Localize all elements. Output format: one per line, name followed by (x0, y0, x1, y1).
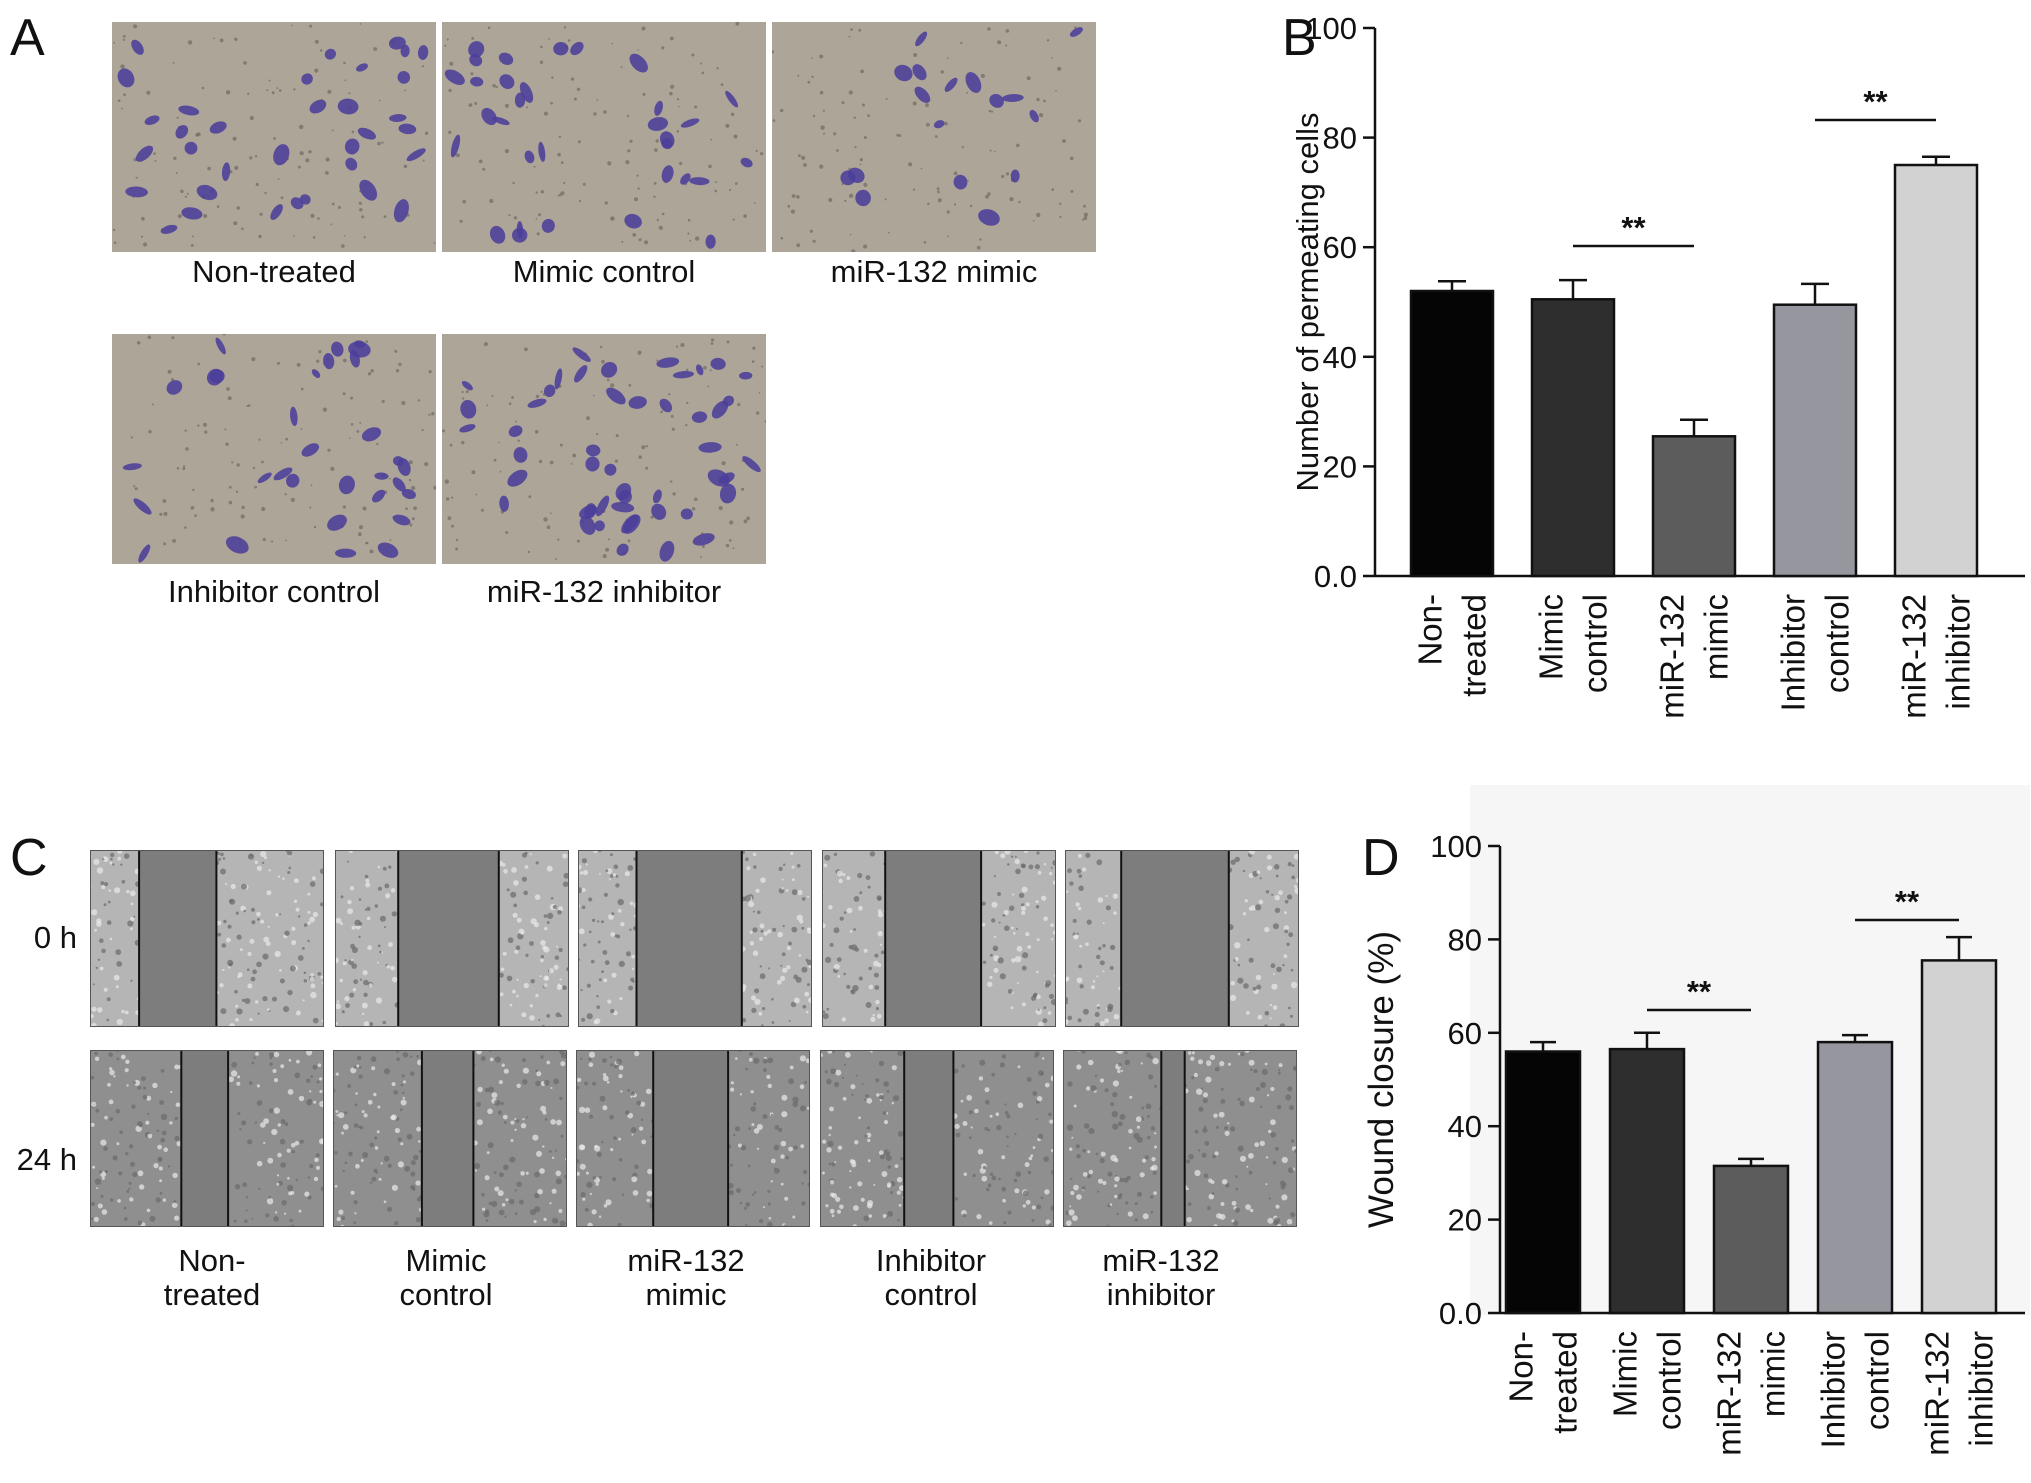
chart-d-category-label-3-1: control (1859, 1331, 1896, 1430)
chart-d-ytick-label: 60 (1448, 1016, 1482, 1051)
wound-image-inhibitor-control-24h (820, 1050, 1054, 1227)
chart-d-ytick-label: 20 (1448, 1203, 1482, 1238)
row-label-0h: 0 h (33, 920, 77, 955)
chart-d-ytick-label: 80 (1448, 922, 1482, 957)
chart-b-bar-0 (1409, 289, 1495, 578)
caption-mimic-control: Mimic control (512, 254, 696, 289)
caption-non-treated: Non-treated (192, 254, 356, 289)
wound-image-mir132-inhibitor-0h (1065, 850, 1299, 1027)
chart-d-category-label-4-0: miR-132 (1919, 1331, 1956, 1456)
chart-d-background (1470, 785, 2030, 1315)
chart-b-sig-label-0: ** (1621, 210, 1646, 245)
chart-b-bar-2 (1651, 435, 1737, 578)
chart-b-ytick-label: 80 (1323, 121, 1357, 156)
chart-d-category-label-2-1: mimic (1755, 1331, 1792, 1417)
panel-d-letter: D (1362, 829, 1400, 887)
chart-b-category-label-2-0: miR-132 (1654, 594, 1691, 719)
chart-d-category-label-0-1: treated (1547, 1331, 1584, 1434)
wound-image-non-treated-0h (90, 850, 324, 1027)
chart-d-ytick-label: 0.0 (1439, 1296, 1482, 1331)
chart-b-category-label-1-1: control (1577, 594, 1614, 693)
wound-image-mir132-mimic-0h (578, 850, 812, 1027)
chart-b-category-label-4-0: miR-132 (1896, 594, 1933, 719)
caption-mir132-inhibitor: miR-132 inhibitor (486, 574, 722, 609)
chart-d-ytick-label: 100 (1430, 829, 1482, 864)
caption-inhibitor-control: Inhibitor control (168, 574, 380, 609)
chart-b-category-label-3-1: control (1819, 594, 1856, 693)
chart-d-category-label-3-0: Inhibitor (1815, 1331, 1852, 1448)
transwell-image-non-treated (112, 22, 436, 252)
chart-b-category-label-1-0: Mimic (1533, 594, 1570, 680)
chart-d-group: 0.0 20 40 60 80 100 Wound closure (%) Non-treat… (1362, 785, 2030, 1456)
panel-b-letter: B (1282, 9, 1317, 67)
chart-d-y-axis-label: Wound closure (%) (1362, 931, 1401, 1228)
row-label-24h: 24 h (16, 1142, 77, 1177)
chart-d-bar-3 (1816, 1040, 1894, 1315)
chart-b-category-label-0-1: treated (1456, 594, 1493, 697)
chart-b-category-label-4-1: inhibitor (1940, 594, 1977, 710)
caption-c-non-treated: Non-treated (163, 1243, 261, 1312)
caption-c-inhibitor-control: Inhibitor control (875, 1243, 987, 1312)
chart-b-bar-4 (1893, 163, 1979, 578)
caption-c-mir132-inhibitor: miR-132 inhibitor (1102, 1243, 1220, 1312)
wound-image-inhibitor-control-0h (822, 850, 1056, 1027)
caption-c-mir132-mimic: miR-132 mimic (627, 1243, 745, 1312)
caption-c-mimic-control: Mimic control (399, 1243, 493, 1312)
chart-b-ytick-label: 60 (1323, 230, 1357, 265)
chart-b-ytick-label: 40 (1323, 340, 1357, 375)
wound-image-mimic-control-24h (333, 1050, 567, 1227)
chart-b-category-label-2-1: mimic (1698, 594, 1735, 680)
chart-d-sig-label-0: ** (1687, 974, 1712, 1009)
wound-image-non-treated-24h (90, 1050, 324, 1227)
chart-d-bar-2 (1712, 1164, 1790, 1315)
wound-image-mimic-control-0h (335, 850, 569, 1027)
chart-d-category-label-2-0: miR-132 (1711, 1331, 1748, 1456)
caption-mir132-mimic: miR-132 mimic (830, 254, 1038, 289)
panel-a-letter: A (10, 9, 45, 67)
chart-d-sig-label-1: ** (1895, 884, 1920, 919)
wound-image-mir132-inhibitor-24h (1063, 1050, 1297, 1227)
transwell-image-mir132-mimic (772, 22, 1096, 252)
chart-d-category-label-1-1: control (1651, 1331, 1688, 1430)
transwell-image-mimic-control (442, 22, 766, 252)
chart-b-y-axis-label: Number of permeating cells (1290, 112, 1325, 491)
chart-b-ytick-label: 0.0 (1314, 559, 1357, 594)
chart-d-ytick-label: 40 (1448, 1109, 1482, 1144)
wound-image-mir132-mimic-24h (576, 1050, 810, 1227)
chart-d-category-label-4-1: inhibitor (1963, 1331, 2000, 1447)
chart-b-bar-3 (1772, 303, 1858, 578)
chart-b-category-label-3-0: Inhibitor (1775, 594, 1812, 711)
chart-b-sig-label-1: ** (1863, 84, 1888, 119)
chart-b-category-label-0-0: Non- (1412, 594, 1449, 666)
transwell-image-mir132-inhibitor (442, 334, 766, 564)
chart-d-bar-1 (1608, 1047, 1686, 1315)
chart-b-ytick-label: 20 (1323, 449, 1357, 484)
chart-d-category-label-0-0: Non- (1503, 1331, 1540, 1403)
chart-d-category-label-1-0: Mimic (1607, 1331, 1644, 1417)
chart-d-bar-0 (1504, 1050, 1582, 1315)
chart-d-bar-4 (1920, 959, 1998, 1315)
transwell-image-inhibitor-control (112, 334, 436, 564)
panel-c-letter: C (10, 829, 48, 887)
chart-b-bar-1 (1530, 298, 1616, 578)
